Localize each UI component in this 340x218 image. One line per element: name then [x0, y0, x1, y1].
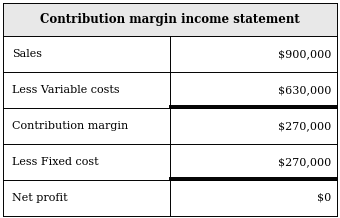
Text: Contribution margin income statement: Contribution margin income statement — [40, 13, 300, 26]
Text: $270,000: $270,000 — [278, 121, 332, 131]
Text: Sales: Sales — [12, 49, 42, 59]
Text: Less Variable costs: Less Variable costs — [12, 85, 120, 95]
Text: Net profit: Net profit — [12, 193, 68, 203]
Text: $630,000: $630,000 — [278, 85, 332, 95]
Text: Contribution margin: Contribution margin — [12, 121, 128, 131]
Bar — [3, 3, 337, 36]
Text: $270,000: $270,000 — [278, 157, 332, 167]
Text: $900,000: $900,000 — [278, 49, 332, 59]
Text: $0: $0 — [317, 193, 332, 203]
Text: Less Fixed cost: Less Fixed cost — [12, 157, 99, 167]
